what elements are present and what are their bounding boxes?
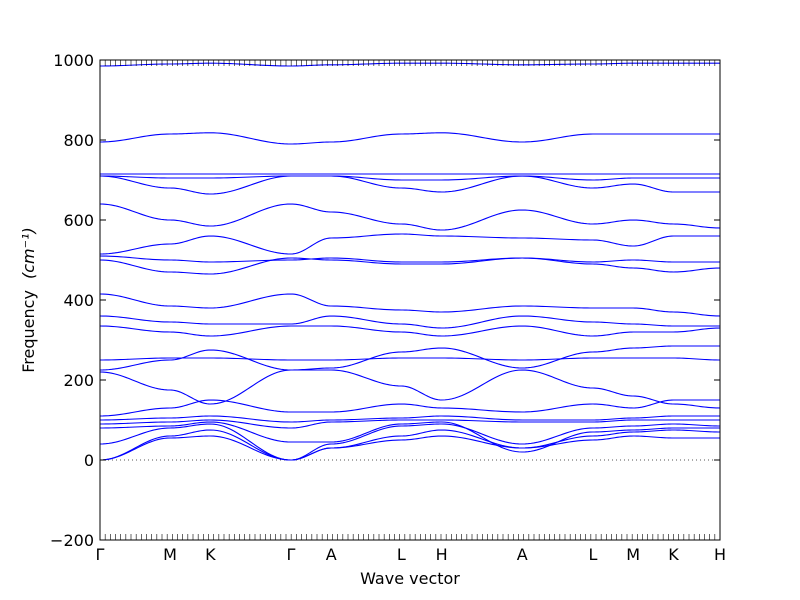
band-12 — [100, 315, 720, 329]
x-tick-label: A — [326, 545, 337, 564]
band-19 — [100, 175, 720, 181]
band-22 — [100, 62, 720, 67]
y-axis-label: Frequency (cm⁻¹) — [19, 227, 38, 372]
y-tick-label: 600 — [63, 211, 94, 230]
x-tick-label: Γ — [96, 545, 105, 564]
band-9 — [100, 345, 720, 371]
plot-frame — [99, 59, 721, 541]
y-tick-layer: −200 0 200 400 600 800 1000 — [50, 51, 720, 550]
band-10 — [100, 357, 720, 361]
y-tick-label: 1000 — [53, 51, 94, 70]
band-11 — [100, 325, 720, 337]
y-tick-label: 400 — [63, 291, 94, 310]
band-3 — [100, 423, 720, 461]
x-tick-label: H — [436, 545, 448, 564]
x-tick-label: K — [668, 545, 679, 564]
x-minor-ticks-bottom — [99, 534, 721, 540]
band-16 — [100, 233, 720, 255]
y-tick-label: 0 — [84, 451, 94, 470]
x-tick-label: M — [163, 545, 177, 564]
minor-tick-layer — [99, 60, 721, 540]
y-axis-label-text: Frequency — [19, 290, 38, 373]
band-17 — [100, 203, 720, 231]
x-tick-label: A — [517, 545, 528, 564]
x-tick-label: Γ — [286, 545, 295, 564]
x-tick-label: K — [205, 545, 216, 564]
band-8 — [100, 369, 720, 409]
band-13 — [100, 293, 720, 317]
x-minor-ticks-top — [99, 60, 721, 66]
band-2 — [100, 429, 720, 461]
x-tick-label: M — [626, 545, 640, 564]
x-tick-label: H — [714, 545, 726, 564]
band-21 — [100, 132, 720, 145]
x-tick-label: L — [397, 545, 406, 564]
y-tick-label: −200 — [50, 531, 94, 550]
band-18 — [100, 175, 720, 195]
series-layer — [100, 62, 720, 461]
band-7 — [100, 399, 720, 417]
x-tick-label: L — [588, 545, 597, 564]
band-4 — [100, 421, 720, 453]
band-1 — [100, 435, 720, 461]
y-axis-label-unit: (cm⁻¹) — [19, 227, 38, 279]
band-14 — [100, 257, 720, 275]
x-axis-label: Wave vector — [360, 569, 460, 588]
band-5 — [100, 419, 720, 429]
y-tick-label: 800 — [63, 131, 94, 150]
band-6 — [100, 415, 720, 423]
band-15 — [100, 255, 720, 263]
y-tick-label: 200 — [63, 371, 94, 390]
